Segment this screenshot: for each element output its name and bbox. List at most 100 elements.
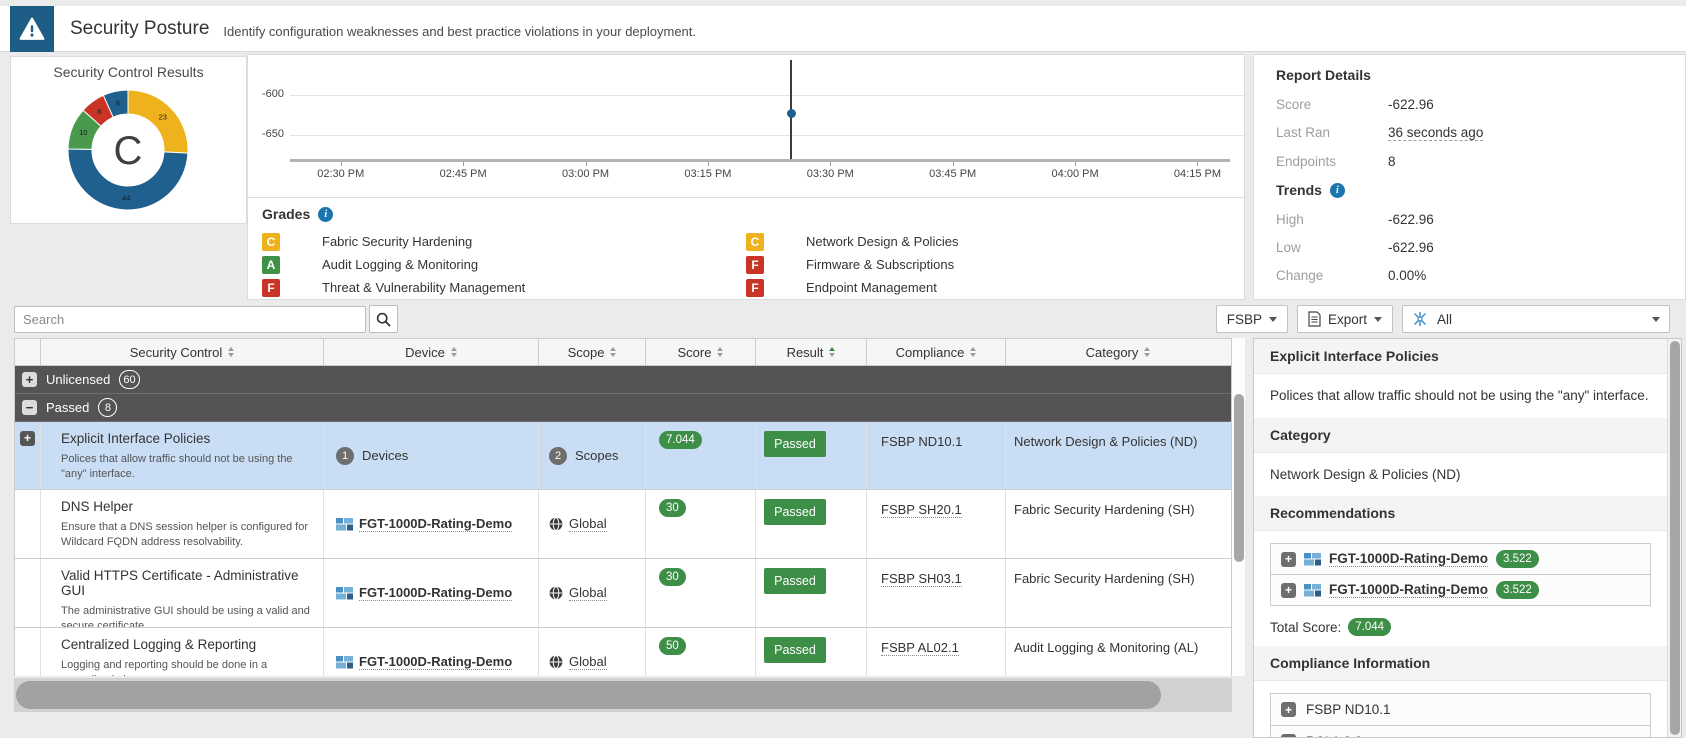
- result-badge[interactable]: Passed: [764, 499, 826, 525]
- column-header-scope[interactable]: Scope: [539, 339, 646, 365]
- recommendation-item[interactable]: + FGT-1000D-Rating-Demo 3.522: [1271, 544, 1650, 576]
- detail-panel-scrollbar[interactable]: [1667, 339, 1681, 737]
- score-trend-chart[interactable]: -600 -650 02:30 PM 02:45 PM 03:00 PM 03:15 PM…: [248, 55, 1244, 197]
- globe-icon: [549, 655, 563, 669]
- table-row[interactable]: Valid HTTPS Certificate - Administrative…: [15, 559, 1231, 628]
- sort-icon[interactable]: [450, 347, 457, 357]
- horizontal-scrollbar[interactable]: [14, 678, 1232, 712]
- device-link[interactable]: FGT-1000D-Rating-Demo: [359, 654, 513, 670]
- column-header-result[interactable]: Result: [756, 339, 867, 365]
- info-icon[interactable]: [1329, 182, 1345, 198]
- column-header-label: Result: [786, 344, 824, 360]
- expand-icon[interactable]: +: [1281, 734, 1296, 737]
- group-label: Unlicensed: [46, 372, 111, 387]
- compliance-item[interactable]: + PCI 1.2.3: [1271, 726, 1650, 737]
- grade-category-label: Endpoint Management: [806, 280, 937, 295]
- search-button[interactable]: [369, 305, 398, 333]
- expand-icon[interactable]: +: [1281, 702, 1296, 718]
- detail-label: Low: [1276, 240, 1301, 255]
- result-badge[interactable]: Passed: [764, 637, 826, 663]
- vertical-scrollbar[interactable]: [1232, 338, 1245, 676]
- security-control-cell: Valid HTTPS Certificate - Administrative…: [41, 559, 324, 627]
- column-header-compliance[interactable]: Compliance: [867, 339, 1006, 365]
- donut-segment[interactable]: [102, 89, 129, 118]
- column-header-category[interactable]: Category: [1006, 339, 1230, 365]
- sort-icon[interactable]: [717, 347, 724, 357]
- sort-icon[interactable]: [610, 347, 617, 357]
- report-detail-row: Endpoints 8: [1276, 154, 1663, 169]
- x-axis-tick: [830, 162, 832, 166]
- scope-link[interactable]: Global: [569, 654, 607, 670]
- control-name: Centralized Logging & Reporting: [61, 637, 257, 652]
- x-axis-tick: [463, 162, 465, 166]
- control-name: Explicit Interface Policies: [61, 431, 211, 446]
- column-header-security-control[interactable]: Security Control: [41, 339, 324, 365]
- grades-title: Grades: [262, 206, 311, 222]
- total-score-badge: 7.044: [1348, 618, 1392, 637]
- search-icon: [376, 312, 391, 327]
- donut-column: Security Control Results 23 44 10 6 6 C: [0, 54, 247, 300]
- result-cell: Passed: [756, 422, 867, 489]
- compliance-item[interactable]: + FSBP ND10.1: [1271, 694, 1650, 727]
- detail-description: Polices that allow traffic should not be…: [1270, 388, 1649, 403]
- donut-segment[interactable]: [67, 148, 189, 211]
- table-row[interactable]: DNS Helper Ensure that a DNS session help…: [15, 490, 1231, 559]
- export-dropdown-button[interactable]: Export: [1296, 305, 1393, 333]
- column-header-label: Security Control: [129, 344, 223, 360]
- score-data-point[interactable]: [786, 108, 796, 118]
- page-subtitle: Identify configuration weaknesses and be…: [223, 23, 697, 39]
- device-link[interactable]: FGT-1000D-Rating-Demo: [359, 585, 513, 601]
- scrollbar-thumb[interactable]: [1670, 341, 1680, 735]
- security-controls-table: Security Control Device Scope Score Result Co…: [14, 338, 1232, 712]
- recommendation-score-badge: 3.522: [1496, 581, 1539, 600]
- globe-icon: [549, 586, 563, 600]
- compliance-ref[interactable]: FSBP SH20.1: [881, 502, 962, 518]
- expand-icon[interactable]: +: [22, 372, 37, 387]
- recommendation-item[interactable]: + FGT-1000D-Rating-Demo 3.522: [1271, 575, 1650, 606]
- category-label: Fabric Security Hardening (SH): [1014, 571, 1195, 586]
- expand-icon[interactable]: +: [1281, 551, 1296, 567]
- result-badge[interactable]: Passed: [764, 431, 826, 457]
- grade-badge: F: [262, 278, 280, 297]
- column-header-device[interactable]: Device: [324, 339, 539, 365]
- grade-legend-item: A Audit Logging & Monitoring: [262, 253, 746, 276]
- info-icon[interactable]: [318, 206, 334, 222]
- sort-icon[interactable]: [228, 347, 235, 357]
- fsbp-dropdown-button[interactable]: FSBP: [1215, 305, 1288, 333]
- sort-icon[interactable]: [829, 347, 836, 357]
- device-cell: FGT-1000D-Rating-Demo: [324, 490, 539, 558]
- sort-icon[interactable]: [970, 347, 977, 357]
- expand-icon[interactable]: +: [20, 430, 35, 446]
- group-row-passed[interactable]: − Passed 8: [15, 394, 1231, 422]
- scope-link[interactable]: Global: [569, 516, 607, 532]
- result-badge[interactable]: Passed: [764, 568, 826, 594]
- table-row[interactable]: Centralized Logging & Reporting Logging a…: [15, 628, 1231, 676]
- y-axis-tick-label: -650: [261, 127, 284, 140]
- scope-link[interactable]: Global: [569, 585, 607, 601]
- group-row-unlicensed[interactable]: + Unlicensed 60: [15, 366, 1231, 394]
- scope-filter-value: All: [1437, 311, 1453, 327]
- control-description: Logging and reporting should be done in …: [61, 659, 268, 676]
- warning-triangle-icon: [10, 5, 54, 52]
- collapse-icon[interactable]: −: [22, 400, 37, 415]
- column-header-score[interactable]: Score: [646, 339, 756, 365]
- grade-legend-item: F Firmware & Subscriptions: [746, 253, 1230, 276]
- security-control-results-donut[interactable]: 23 44 10 6 6 C: [11, 80, 246, 220]
- sort-icon[interactable]: [1144, 347, 1151, 357]
- x-axis-tick: [1075, 162, 1077, 166]
- result-cell: Passed: [756, 628, 867, 676]
- compliance-ref[interactable]: FSBP AL02.1: [881, 640, 959, 656]
- scope-filter-dropdown[interactable]: All: [1402, 305, 1670, 333]
- detail-value[interactable]: 36 seconds ago: [1388, 125, 1484, 141]
- scrollbar-thumb[interactable]: [16, 681, 1161, 709]
- device-link[interactable]: FGT-1000D-Rating-Demo: [1329, 582, 1489, 599]
- x-axis-tick-label: 03:30 PM: [806, 168, 854, 180]
- expand-icon[interactable]: +: [1281, 582, 1296, 598]
- page-title: Security Posture: [70, 17, 210, 39]
- search-input[interactable]: [14, 305, 366, 333]
- device-link[interactable]: FGT-1000D-Rating-Demo: [1329, 551, 1489, 568]
- scrollbar-thumb[interactable]: [1234, 394, 1244, 562]
- table-row[interactable]: + Explicit Interface Policies Polices that…: [15, 422, 1231, 490]
- compliance-ref[interactable]: FSBP SH03.1: [881, 571, 962, 587]
- device-link[interactable]: FGT-1000D-Rating-Demo: [359, 516, 513, 532]
